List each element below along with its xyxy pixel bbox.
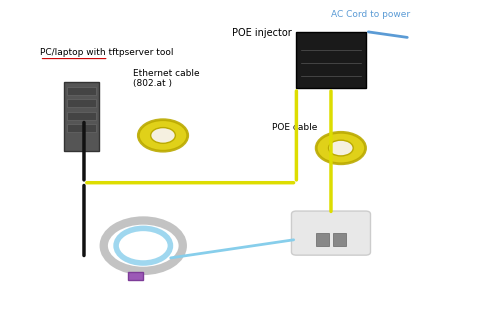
Text: AC Cord to power: AC Cord to power <box>331 10 410 19</box>
Circle shape <box>151 128 175 143</box>
Text: POE cable: POE cable <box>272 123 317 132</box>
Circle shape <box>138 120 188 151</box>
Circle shape <box>329 140 353 156</box>
Circle shape <box>316 132 366 164</box>
FancyBboxPatch shape <box>64 82 99 151</box>
FancyBboxPatch shape <box>291 211 370 255</box>
FancyBboxPatch shape <box>296 32 366 88</box>
Bar <box>67 87 96 94</box>
Bar <box>67 124 96 132</box>
Bar <box>333 233 346 246</box>
Bar <box>67 99 96 107</box>
Bar <box>128 272 143 280</box>
Bar <box>67 112 96 120</box>
Text: Ethernet cable
(802.at ): Ethernet cable (802.at ) <box>133 69 200 88</box>
Text: POE injector: POE injector <box>232 28 292 38</box>
Text: PC/laptop with tftpserver tool: PC/laptop with tftpserver tool <box>40 48 173 57</box>
Bar <box>316 233 329 246</box>
